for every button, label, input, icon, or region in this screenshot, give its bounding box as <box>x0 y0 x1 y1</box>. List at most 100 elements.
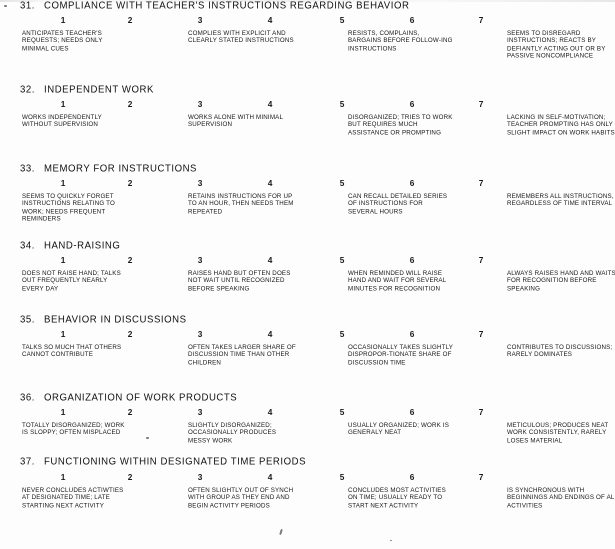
anchor-7: SEEMS TO DISREGARD INSTRUCTIONS; REACTS … <box>507 30 606 60</box>
anchor-5: USUALLY ORGANIZED; WORK IS GENERALY NEAT <box>348 422 450 437</box>
anchor-5: CONCLUDES MOST ACTIVITIES ON TIME; USUAL… <box>348 487 446 510</box>
scale-point-3[interactable]: 3 <box>197 329 203 339</box>
anchor-1: TALKS SO MUCH THAT OTHERS CANNOT CONTRIB… <box>22 344 122 359</box>
scale-row: 1 2 3 4 5 6 7 <box>0 178 615 189</box>
scan-speck <box>4 5 7 7</box>
section-title: HAND-RAISING <box>44 240 121 252</box>
scale-point-3[interactable]: 3 <box>197 99 203 109</box>
scale-point-6[interactable]: 6 <box>409 178 415 188</box>
scale-row: 1 2 3 4 5 6 7 <box>0 472 615 483</box>
anchor-1: ANTICIPATES TEACHER'S REQUESTS; NEEDS ON… <box>22 30 103 53</box>
section-number: 31. <box>20 0 35 12</box>
scale-point-5[interactable]: 5 <box>339 407 345 417</box>
anchor-5: DISORGANIZED; TRIES TO WORK BUT REQUIRES… <box>348 114 453 137</box>
scale-point-7[interactable]: 7 <box>478 407 484 417</box>
scale-point-1[interactable]: 1 <box>60 15 66 25</box>
scale-point-7[interactable]: 7 <box>478 15 484 25</box>
scale-point-7[interactable]: 7 <box>478 255 484 265</box>
scale-point-1[interactable]: 1 <box>60 255 66 265</box>
scale-point-5[interactable]: 5 <box>339 472 345 482</box>
scale-point-7[interactable]: 7 <box>478 472 484 482</box>
scale-point-3[interactable]: 3 <box>197 472 203 482</box>
scan-speck <box>390 540 392 541</box>
anchor-7: IS SYNCHRONOUS WITH BEGINNINGS AND ENDIN… <box>507 487 615 510</box>
scale-row: 1 2 3 4 5 6 7 <box>0 99 615 110</box>
scale-point-1[interactable]: 1 <box>60 329 66 339</box>
scale-point-6[interactable]: 6 <box>409 329 415 339</box>
scale-point-2[interactable]: 2 <box>127 329 133 339</box>
section-title: FUNCTIONING WITHIN DESIGNATED TIME PERIO… <box>44 456 307 468</box>
scale-point-4[interactable]: 4 <box>267 407 273 417</box>
scale-point-2[interactable]: 2 <box>127 178 133 188</box>
scale-point-2[interactable]: 2 <box>127 99 133 109</box>
section-header: 33. MEMORY FOR INSTRUCTIONS <box>20 163 197 174</box>
anchor-3: SLIGHTLY DISORGANIZED; OCCASIONALLY PROD… <box>188 422 277 445</box>
scale-point-4[interactable]: 4 <box>267 99 273 109</box>
scale-point-6[interactable]: 6 <box>409 15 415 25</box>
scale-row: 1 2 3 4 5 6 7 <box>0 15 615 26</box>
section-header: 32. INDEPENDENT WORK <box>20 84 154 95</box>
anchor-5: WHEN REMINDED WILL RAISE HAND AND WAIT F… <box>348 270 447 293</box>
section-title: INDEPENDENT WORK <box>44 84 154 96</box>
scale-point-6[interactable]: 6 <box>409 407 415 417</box>
anchor-3: WORKS ALONE WITH MINIMAL SUPERVISION <box>188 114 283 129</box>
anchor-1: NEVER CONCLUDES ACTIWTIES AT DESIGNATED … <box>22 487 124 510</box>
scale-point-7[interactable]: 7 <box>478 99 484 109</box>
scale-point-5[interactable]: 5 <box>339 15 345 25</box>
scale-point-6[interactable]: 6 <box>409 255 415 265</box>
scale-point-4[interactable]: 4 <box>267 472 273 482</box>
anchor-1: TOTALLY DISORGANIZED; WORK IS SLOPPY; OF… <box>22 422 125 437</box>
anchor-1: SEEMS TO QUICKLY FORGET INSTRUCTIONS REL… <box>22 193 116 223</box>
scale-point-5[interactable]: 5 <box>339 255 345 265</box>
scale-point-5[interactable]: 5 <box>339 178 345 188</box>
scale-point-1[interactable]: 1 <box>60 472 66 482</box>
anchor-5: RESISTS, COMPLAINS, BARGAINS BEFORE FOLL… <box>348 30 453 53</box>
section-title: BEHAVIOR IN DISCUSSIONS <box>44 314 187 326</box>
scale-row: 1 2 3 4 5 6 7 <box>0 407 615 418</box>
anchor-7: CONTRIBUTES TO DISCUSSIONS; RARELY DOMIN… <box>507 344 613 359</box>
section-header: 35. BEHAVIOR IN DISCUSSIONS <box>20 314 187 325</box>
scale-point-5[interactable]: 5 <box>339 99 345 109</box>
scale-point-4[interactable]: 4 <box>267 329 273 339</box>
scale-point-7[interactable]: 7 <box>478 329 484 339</box>
scale-point-3[interactable]: 3 <box>197 178 203 188</box>
scale-point-5[interactable]: 5 <box>339 329 345 339</box>
scale-point-3[interactable]: 3 <box>197 407 203 417</box>
anchor-7: METICULOUS; PRODUCES NEAT WORK CONSISTEN… <box>507 422 609 445</box>
scale-point-4[interactable]: 4 <box>267 15 273 25</box>
anchor-5: CAN RECALL DETAILED SERIES OF INSTRUCTIO… <box>348 193 448 216</box>
section-number: 35. <box>20 314 35 326</box>
scale-point-1[interactable]: 1 <box>60 99 66 109</box>
section-title: MEMORY FOR INSTRUCTIONS <box>44 163 198 175</box>
scale-point-1[interactable]: 1 <box>60 407 66 417</box>
scale-point-4[interactable]: 4 <box>267 178 273 188</box>
section-number: 37. <box>20 456 35 468</box>
scan-speck <box>146 438 149 439</box>
section-header: 31. COMPLIANCE WITH TEACHER'S INSTRUCTION… <box>20 0 409 11</box>
scale-point-7[interactable]: 7 <box>478 178 484 188</box>
scale-point-4[interactable]: 4 <box>267 255 273 265</box>
scale-point-3[interactable]: 3 <box>197 15 203 25</box>
anchor-1: WORKS INDEPENDENTLY WITHOUT SUPERVISION <box>22 114 102 129</box>
scale-point-3[interactable]: 3 <box>197 255 203 265</box>
section-number: 33. <box>20 163 35 175</box>
scale-row: 1 2 3 4 5 6 7 <box>0 255 615 266</box>
anchor-3: COMPLIES WITH EXPLICIT AND CLEARLY STATE… <box>188 30 294 45</box>
section-title: COMPLIANCE WITH TEACHER'S INSTRUCTIONS R… <box>44 0 410 12</box>
scale-point-1[interactable]: 1 <box>60 178 66 188</box>
anchor-7: LACKING IN SELF-MOTIVATION; TEACHER PROM… <box>507 114 615 137</box>
scan-edge-artifact <box>0 0 615 2</box>
anchor-3: OFTEN TAKES LARGER SHARE OF DISCUSSION T… <box>188 344 296 367</box>
anchor-1: DOES NOT RAISE HAND; TALKS OUT FREQUENTL… <box>22 270 121 293</box>
anchor-7: ALWAYS RAISES HAND AND WAITS FOR RECOGNI… <box>507 270 615 293</box>
section-number: 36. <box>20 392 35 404</box>
scale-point-2[interactable]: 2 <box>127 472 133 482</box>
scale-row: 1 2 3 4 5 6 7 <box>0 329 615 340</box>
scale-point-6[interactable]: 6 <box>409 99 415 109</box>
anchor-3: OFTEN SLIGHTLY OUT OF SYNCH WITH GROUP A… <box>188 487 294 510</box>
scale-point-2[interactable]: 2 <box>127 255 133 265</box>
scale-point-6[interactable]: 6 <box>409 472 415 482</box>
scale-point-2[interactable]: 2 <box>127 407 133 417</box>
scale-point-2[interactable]: 2 <box>127 15 133 25</box>
